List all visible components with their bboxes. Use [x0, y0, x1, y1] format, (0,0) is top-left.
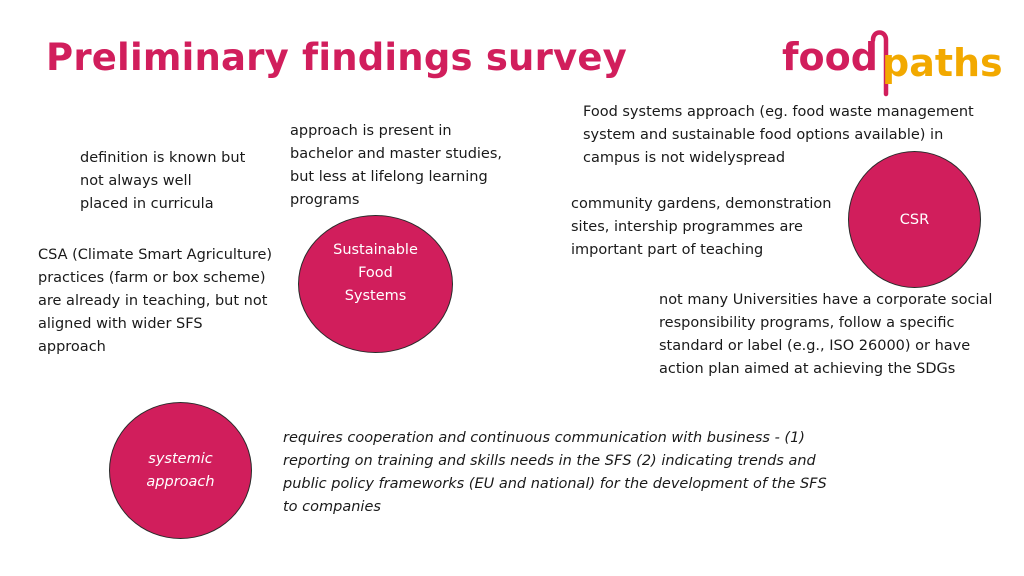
note-approach: approach is present in bachelor and mast… [290, 123, 503, 208]
logo-paths-text: paths [882, 41, 1002, 85]
note-cooperation: requires cooperation and continuous comm… [283, 430, 827, 515]
note-community: community gardens, demonstration sites, … [571, 196, 832, 258]
note-definition: definition is known but not always well … [80, 150, 246, 212]
circle-csr: CSR [848, 151, 981, 288]
circle-sustainable-food-systems: Sustainable Food Systems [298, 215, 453, 353]
circle-systemic-approach: systemic approach [109, 402, 252, 539]
logo-food-text: food [782, 35, 878, 79]
circle-systemic-label: systemic approach [146, 451, 215, 490]
slide-title: Preliminary findings survey [46, 36, 627, 79]
circle-sfs-label: Sustainable Food Systems [333, 242, 418, 304]
note-food-systems: Food systems approach (eg. food waste ma… [583, 104, 974, 166]
logo-path-icon [870, 30, 889, 97]
note-csr-detail: not many Universities have a corporate s… [659, 292, 993, 377]
note-csa: CSA (Climate Smart Agriculture) practice… [38, 247, 273, 355]
circle-csr-label: CSR [899, 212, 930, 228]
foodpaths-logo: food paths [782, 30, 1002, 97]
